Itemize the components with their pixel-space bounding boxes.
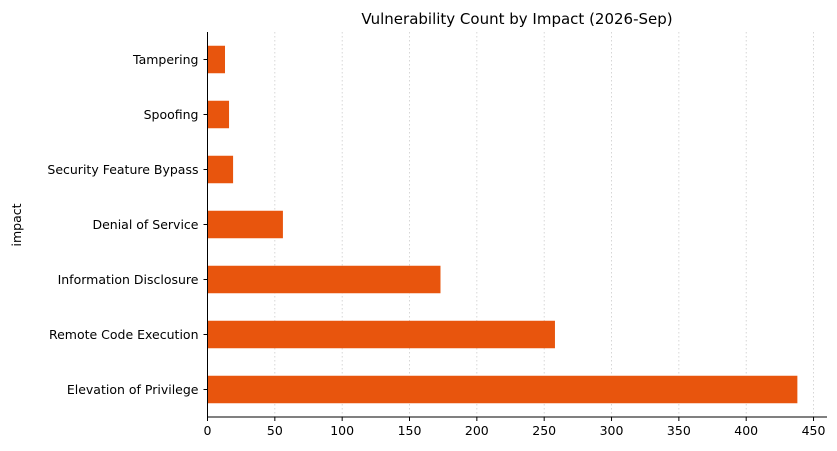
x-tick-label: 350 bbox=[667, 423, 691, 438]
x-tick-label: 0 bbox=[204, 423, 212, 438]
x-tick-label: 400 bbox=[734, 423, 758, 438]
y-tick-label: Denial of Service bbox=[92, 217, 198, 232]
y-tick-label: Security Feature Bypass bbox=[47, 162, 198, 177]
bar bbox=[207, 265, 441, 294]
x-tick-label: 200 bbox=[465, 423, 489, 438]
bar bbox=[207, 375, 798, 404]
bars bbox=[207, 45, 798, 404]
x-tick-label: 100 bbox=[330, 423, 354, 438]
y-tick-label: Spoofing bbox=[144, 107, 199, 122]
chart-title: Vulnerability Count by Impact (2026-Sep) bbox=[361, 10, 672, 28]
x-tick-label: 150 bbox=[398, 423, 422, 438]
bar bbox=[207, 100, 230, 129]
y-tick-label: Information Disclosure bbox=[58, 272, 199, 287]
y-tick-label: Remote Code Execution bbox=[49, 327, 199, 342]
bar bbox=[207, 320, 555, 349]
y-tick-label: Elevation of Privilege bbox=[67, 382, 199, 397]
x-tick-label: 300 bbox=[600, 423, 624, 438]
grid-lines bbox=[274, 32, 814, 417]
bar bbox=[207, 210, 283, 239]
axes: 0 50 100 150 200 250 300 350 400 450 Elevation of … bbox=[47, 32, 827, 438]
y-axis-label: impact bbox=[9, 203, 24, 246]
x-tick-label: 250 bbox=[532, 423, 556, 438]
y-tick-label: Tampering bbox=[132, 52, 199, 67]
x-tick-label: 450 bbox=[802, 423, 826, 438]
bar bbox=[207, 45, 226, 74]
x-tick-label: 50 bbox=[267, 423, 283, 438]
bar bbox=[207, 155, 234, 184]
